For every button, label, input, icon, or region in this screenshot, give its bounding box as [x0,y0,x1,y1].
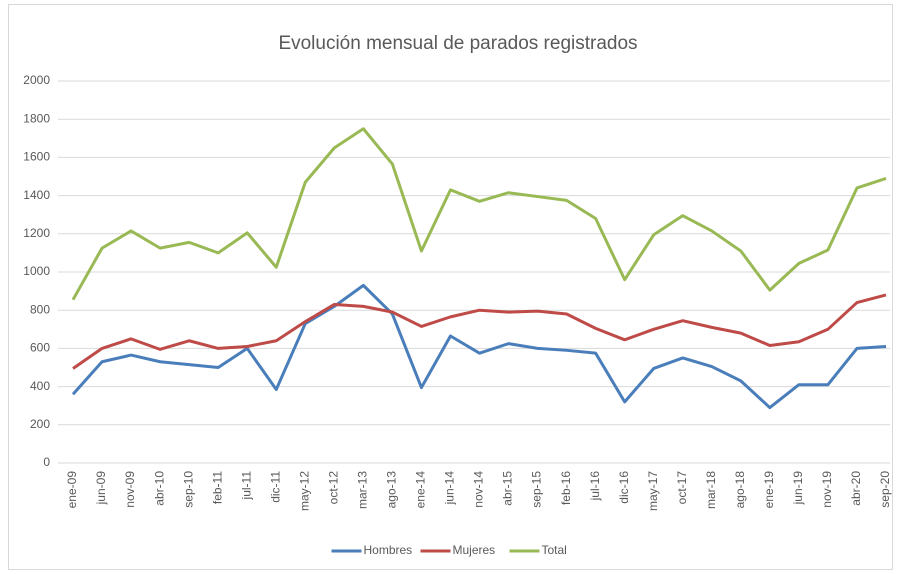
x-tick-label: abr-10 [152,471,166,506]
x-tick-label: sep-20 [878,471,892,508]
x-tick-label: sep-10 [181,471,195,508]
x-tick-label: sep-15 [530,471,544,508]
chart-title: Evolución mensual de parados registrados [278,33,637,54]
x-tick-label: may-17 [646,471,660,511]
y-tick-label: 200 [30,417,50,431]
chart-border [8,4,893,570]
y-tick-label: 1400 [23,188,50,202]
y-tick-label: 1600 [23,150,50,164]
x-tick-label: mar-18 [704,471,718,509]
legend-label: Total [542,543,567,557]
x-tick-label: ene-14 [414,471,428,509]
line-series [71,283,887,410]
x-tick-label: jun-14 [443,471,457,506]
x-tick-label: nov-14 [472,471,486,508]
x-tick-label: nov-19 [820,471,834,508]
x-tick-label: ago-18 [733,471,747,509]
x-tick-label: dic-16 [617,471,631,504]
x-tick-label: ago-13 [385,471,399,509]
line-series [72,293,887,370]
y-tick-label: 1800 [23,111,50,125]
x-tick-label: dic-11 [268,471,282,503]
y-tick-label: 1200 [23,226,50,240]
x-tick-label: feb-16 [559,471,573,505]
x-tick-label: oct-17 [675,471,689,505]
line-series [71,127,887,301]
x-tick-label: jul-11 [239,471,253,501]
legend-label: Hombres [364,543,413,557]
y-tick-label: 0 [43,455,50,469]
y-tick-label: 2000 [23,73,50,87]
y-tick-label: 600 [30,341,50,355]
x-tick-label: jul-16 [588,471,602,502]
x-tick-label: jun-09 [94,471,108,506]
y-tick-label: 800 [30,302,50,316]
x-tick-label: nov-09 [123,471,137,508]
x-tick-label: may-12 [297,471,311,511]
legend-label: Mujeres [453,543,496,557]
y-tick-label: 400 [30,379,50,393]
x-tick-label: ene-19 [762,471,776,509]
x-tick-label: feb-11 [210,471,224,504]
x-tick-label: mar-13 [356,471,370,509]
x-tick-label: ene-09 [65,471,79,509]
x-tick-label: abr-15 [501,471,515,506]
x-tick-label: abr-20 [849,471,863,506]
x-tick-label: oct-12 [326,471,340,505]
y-tick-label: 1000 [23,264,50,278]
x-tick-label: jun-19 [791,471,805,506]
